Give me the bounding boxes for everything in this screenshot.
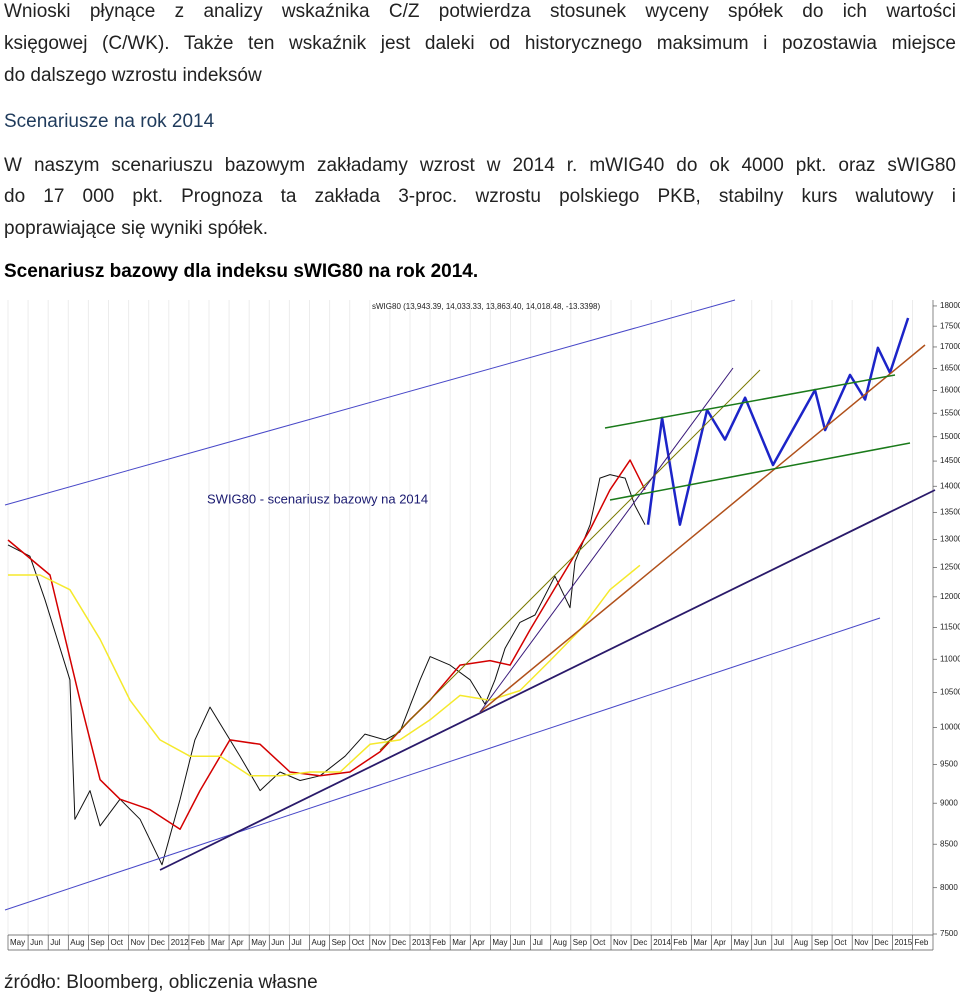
source-note: źródło: Bloomberg, obliczenia własne xyxy=(4,972,318,993)
paragraph-line: W naszym scenariuszu bazowym zakładamy w… xyxy=(4,155,956,176)
heading: Scenariusz bazowy dla indeksu sWIG80 na … xyxy=(4,261,479,282)
x-tick-label: Nov xyxy=(613,938,627,947)
y-tick-label: 9500 xyxy=(940,760,958,769)
y-tick-label: 8500 xyxy=(940,839,958,848)
y-tick-label: 9000 xyxy=(940,798,958,807)
x-tick-label: Nov xyxy=(372,938,386,947)
trend-line xyxy=(604,374,896,429)
y-tick-label: 18000 xyxy=(940,301,960,310)
x-tick-label: Sep xyxy=(814,938,829,947)
x-tick-label: Apr xyxy=(231,938,244,947)
x-tick-label: Aug xyxy=(794,938,808,947)
paragraph-line: księgowej (C/WK). Także ten wskaźnik jes… xyxy=(4,33,956,54)
y-tick-label: 17500 xyxy=(940,321,960,330)
x-tick-label: Aug xyxy=(70,938,84,947)
x-tick-label: Nov xyxy=(854,938,868,947)
y-tick-label: 11000 xyxy=(940,654,960,663)
x-tick-label: Oct xyxy=(593,938,606,947)
annotation: SWIG80 - scenariusz bazowy na 2014 xyxy=(207,491,428,506)
trend-line xyxy=(479,367,734,713)
x-tick-label: Dec xyxy=(392,938,406,947)
y-tick-label: 7500 xyxy=(940,929,958,938)
x-tick-label: Jun xyxy=(513,938,526,947)
x-tick-label: Mar xyxy=(693,938,707,947)
axes: May Jun Jul Aug Sep Oct Nov Dec 2012 Feb Mar Apr May… xyxy=(7,300,960,951)
x-tick-label: May xyxy=(492,938,507,947)
x-tick-label: Jul xyxy=(291,938,301,947)
series-line xyxy=(7,474,646,866)
x-tick-label: Aug xyxy=(312,938,326,947)
x-tick-label: May xyxy=(734,938,749,947)
x-tick-label: Apr xyxy=(472,938,485,947)
y-tick-label: 15000 xyxy=(940,432,960,441)
y-tick-label: 13500 xyxy=(940,507,960,516)
heading: Scenariusze na rok 2014 xyxy=(4,111,215,132)
trend-line xyxy=(609,442,911,501)
paragraph-line: poprawiające się wyniki spółek. xyxy=(4,218,269,239)
x-tick-label: 2014 xyxy=(653,938,671,947)
y-tick-label: 16500 xyxy=(940,363,960,372)
trend-line xyxy=(4,299,736,506)
x-tick-label: Feb xyxy=(673,938,687,947)
x-tick-label: Jul xyxy=(50,938,60,947)
x-tick-label: Oct xyxy=(111,938,124,947)
x-tick-label: Mar xyxy=(452,938,466,947)
x-tick-label: Feb xyxy=(915,938,929,947)
x-tick-label: Feb xyxy=(191,938,205,947)
x-tick-label: Mar xyxy=(211,938,225,947)
x-tick-label: Oct xyxy=(834,938,847,947)
legend-text: sWIG80 (13,943.39, 14,033.33, 13,863.40,… xyxy=(372,302,601,311)
y-tick-label: 8000 xyxy=(940,883,958,892)
x-tick-label: Nov xyxy=(131,938,145,947)
y-tick-label: 10000 xyxy=(940,723,960,732)
x-tick-label: 2013 xyxy=(412,938,430,947)
x-tick-label: Jun xyxy=(271,938,284,947)
x-tick-label: Dec xyxy=(633,938,647,947)
y-tick-label: 11500 xyxy=(940,622,960,631)
series-line xyxy=(7,459,646,830)
paragraph-line: do dalszego wzrostu indeksów xyxy=(4,65,262,86)
paragraph-line: Wnioski płynące z analizy wskaźnika C/Z … xyxy=(4,1,956,22)
x-tick-label: Dec xyxy=(151,938,165,947)
trend-line xyxy=(159,489,936,871)
y-tick-label: 15500 xyxy=(940,408,960,417)
paragraph-line: do 17 000 pkt. Prognoza ta zakłada 3-pro… xyxy=(4,186,956,207)
trend-line xyxy=(4,617,881,911)
x-tick-label: Jun xyxy=(754,938,767,947)
y-tick-label: 14000 xyxy=(940,481,960,490)
y-tick-label: 16000 xyxy=(940,386,960,395)
series-line xyxy=(8,564,641,777)
x-tick-label: Jun xyxy=(30,938,43,947)
x-tick-label: 2012 xyxy=(171,938,189,947)
x-tick-label: Sep xyxy=(90,938,105,947)
trend-line xyxy=(379,369,761,751)
x-tick-label: Jul xyxy=(533,938,543,947)
x-tick-label: May xyxy=(10,938,25,947)
x-tick-label: Apr xyxy=(714,938,727,947)
y-tick-label: 13000 xyxy=(940,535,960,544)
x-tick-label: Dec xyxy=(874,938,888,947)
x-tick-label: 2015 xyxy=(894,938,912,947)
x-tick-label: May xyxy=(251,938,266,947)
x-tick-label: Sep xyxy=(573,938,588,947)
series-line xyxy=(646,317,910,526)
x-tick-label: Feb xyxy=(432,938,446,947)
trend-lines xyxy=(4,299,936,911)
x-tick-label: Aug xyxy=(553,938,567,947)
x-tick-label: Sep xyxy=(332,938,347,947)
y-tick-label: 14500 xyxy=(940,456,960,465)
x-tick-label: Oct xyxy=(352,938,365,947)
y-tick-label: 10500 xyxy=(940,688,960,697)
x-tick-label: Jul xyxy=(774,938,784,947)
trend-line xyxy=(479,344,926,713)
y-tick-label: 12500 xyxy=(940,563,960,572)
y-tick-label: 12000 xyxy=(940,592,960,601)
